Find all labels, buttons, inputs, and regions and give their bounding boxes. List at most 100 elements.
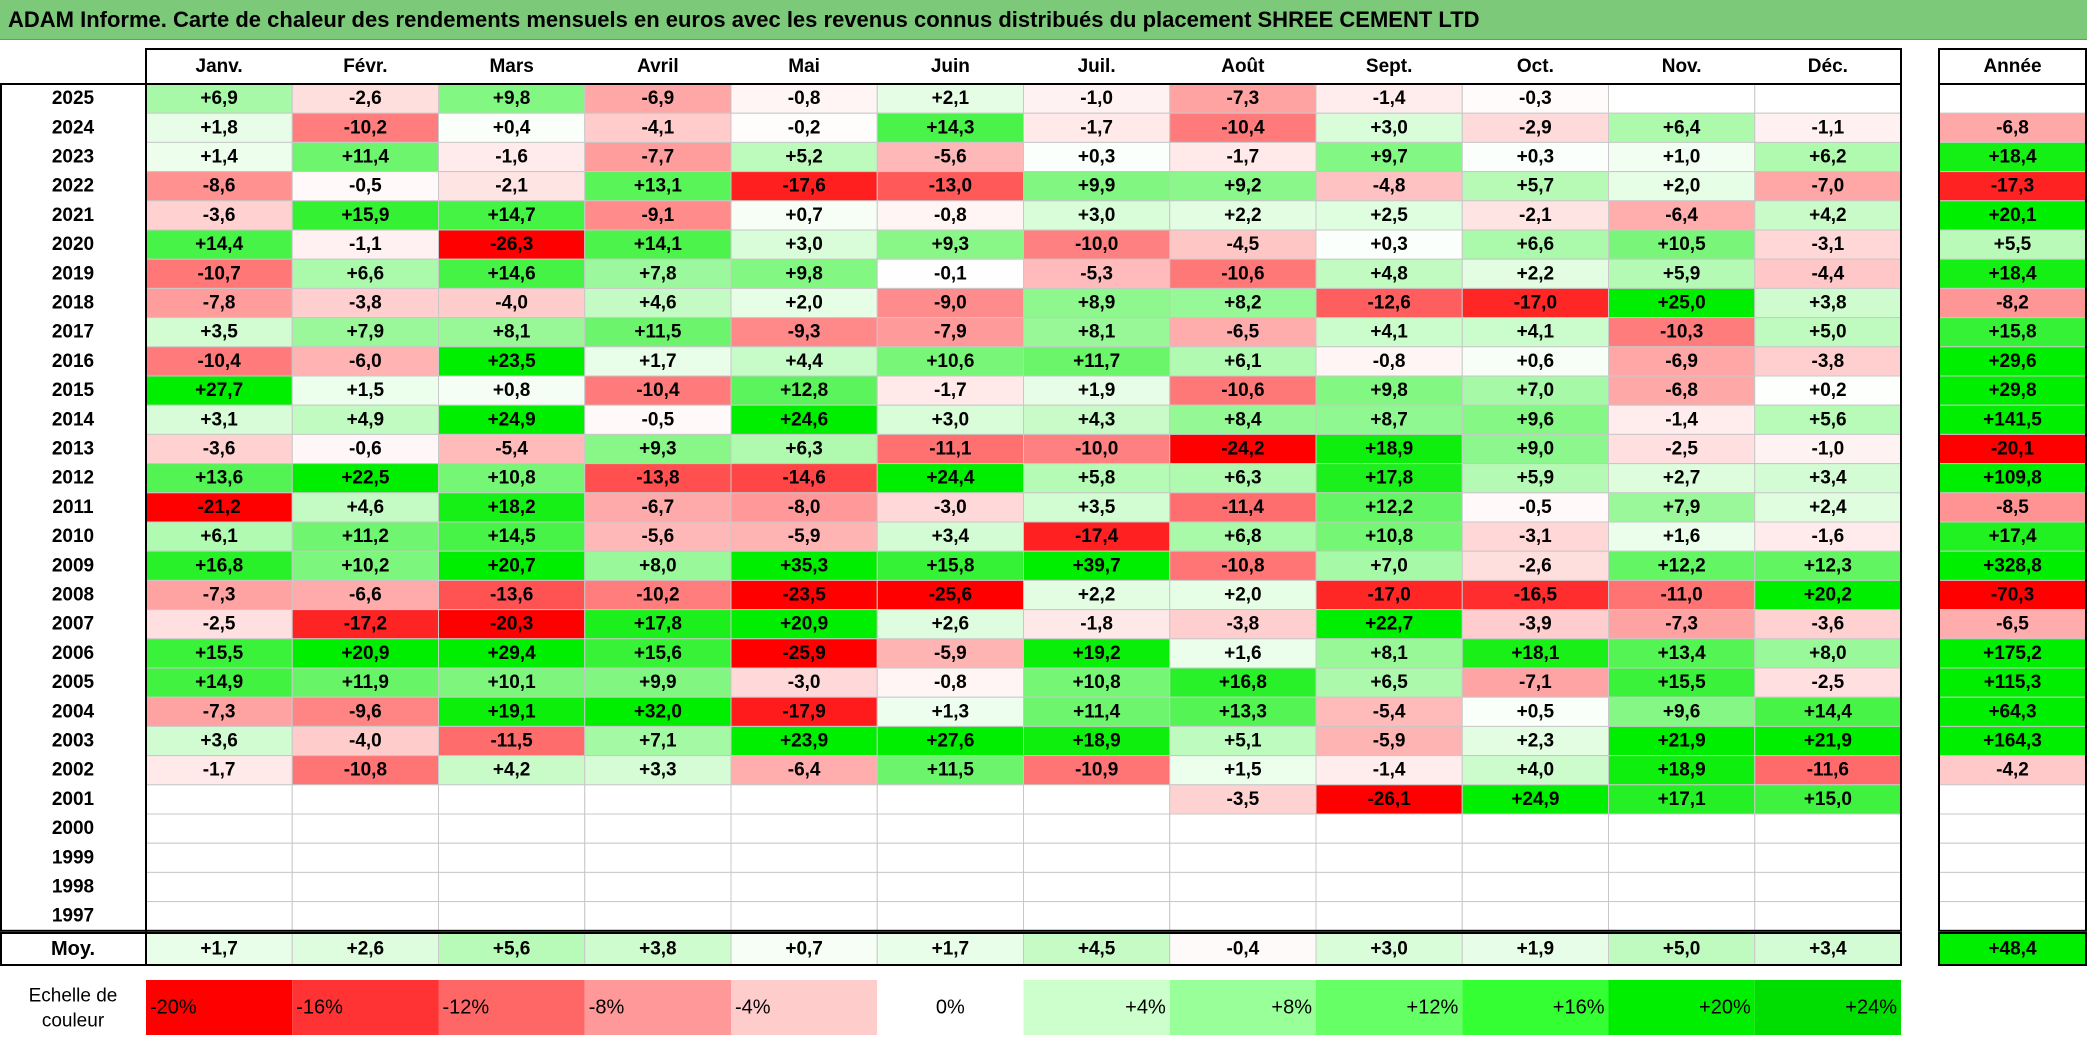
cell-value: +9,3 — [932, 234, 970, 255]
cell-value: -0,8 — [934, 672, 967, 693]
cell-value: -3,0 — [788, 672, 821, 693]
cell-value: -8,0 — [788, 497, 821, 518]
scale-swatch — [438, 980, 585, 1035]
cell-value: -3,8 — [1812, 351, 1845, 372]
cell-value: +6,1 — [1224, 351, 1262, 372]
month-header-1: Févr. — [343, 56, 387, 77]
cell-value: +15,9 — [341, 205, 389, 226]
heatmap-cell — [1461, 579, 1609, 611]
cell-value: +7,8 — [639, 263, 677, 284]
heatmap-cell — [291, 404, 439, 435]
cell-value: +25,0 — [1658, 293, 1706, 314]
scale-label: 0% — [936, 997, 965, 1019]
annual-cell — [1938, 521, 2087, 552]
heatmap-cell — [584, 229, 732, 260]
cell-value: +17,8 — [1365, 468, 1413, 489]
annual-value: +141,5 — [1983, 409, 2042, 430]
cell-value: -4,1 — [642, 117, 675, 138]
heatmap-cell — [1315, 871, 1463, 903]
heatmap-cell — [876, 141, 1024, 173]
heatmap-cell — [1315, 200, 1463, 231]
cell-value: -8,6 — [203, 176, 236, 197]
cell-value: +1,5 — [347, 380, 385, 401]
cell-value: +9,8 — [785, 263, 823, 284]
annual-cell — [1938, 755, 2087, 786]
year-label-2002: 2002 — [52, 760, 94, 781]
cell-value: -1,4 — [1373, 88, 1406, 109]
average-value: +3,4 — [1809, 939, 1847, 960]
heatmap-cell — [1608, 404, 1756, 435]
cell-value: -10,6 — [1221, 263, 1264, 284]
year-label-2016: 2016 — [52, 351, 94, 372]
cell-value: +11,4 — [342, 147, 389, 168]
heatmap-cell — [1461, 871, 1609, 903]
heatmap-cell — [1754, 784, 1902, 815]
cell-value: -1,7 — [934, 380, 967, 401]
cell-value: +32,0 — [634, 701, 682, 722]
annual-value: +109,8 — [1983, 468, 2042, 489]
heatmap-cell — [438, 112, 586, 143]
cell-value: +3,0 — [1078, 205, 1116, 226]
year-label-1998: 1998 — [52, 877, 94, 898]
cell-value: -4,0 — [495, 293, 528, 314]
average-annual-value: +48,4 — [1988, 939, 2037, 960]
annual-cell — [1938, 609, 2087, 640]
cell-value: +6,8 — [1224, 526, 1262, 547]
heatmap-cell — [730, 258, 878, 289]
heatmap-cell — [1169, 346, 1317, 377]
heatmap-cell — [438, 258, 586, 289]
annual-value: +20,1 — [1988, 205, 2037, 226]
average-value: +3,8 — [639, 939, 677, 960]
heatmap-cell — [1169, 463, 1317, 494]
heatmap-cell — [145, 901, 293, 932]
cell-value: -25,9 — [782, 643, 825, 664]
year-label-2008: 2008 — [52, 585, 94, 606]
heatmap-cell — [1461, 901, 1609, 932]
heatmap-cell — [1608, 83, 1756, 114]
annual-header-cell — [1938, 48, 2087, 85]
heatmap-cell — [438, 492, 586, 523]
cell-value: +2,3 — [1517, 731, 1555, 752]
cell-value: +3,0 — [932, 409, 970, 430]
cell-value: +16,8 — [1219, 672, 1267, 693]
cell-value: -3,6 — [203, 439, 236, 460]
cell-value: +13,6 — [195, 468, 243, 489]
year-label-2009: 2009 — [52, 555, 94, 576]
cell-value: +6,4 — [1663, 117, 1701, 138]
cell-value: +9,8 — [1370, 380, 1408, 401]
cell-value: +2,7 — [1663, 468, 1701, 489]
heatmap-cell — [1169, 784, 1317, 815]
annual-cell — [1938, 696, 2087, 727]
cell-value: +23,5 — [488, 351, 537, 372]
heatmap-cell — [1023, 813, 1171, 844]
scale-swatch — [877, 980, 1024, 1035]
cell-value: -17,0 — [1514, 293, 1557, 314]
average-value: +5,0 — [1663, 939, 1701, 960]
annual-value: -20,1 — [1991, 439, 2035, 460]
heatmap-cell — [1461, 550, 1609, 581]
cell-value: -0,5 — [642, 409, 675, 430]
heatmap-cell — [291, 317, 439, 348]
heatmap-cell — [438, 550, 586, 581]
annual-value: +328,8 — [1983, 555, 2042, 576]
average-cell — [1754, 932, 1902, 966]
heatmap-cell — [1315, 638, 1463, 669]
cell-value: +11,7 — [1073, 351, 1120, 372]
cell-value: +6,3 — [785, 439, 823, 460]
average-cell — [1315, 932, 1463, 966]
heatmap-cell — [1754, 171, 1902, 202]
cell-value: +9,0 — [1517, 439, 1555, 460]
heatmap-cell — [1608, 229, 1756, 260]
month-header-8: Sept. — [1366, 56, 1412, 77]
annual-value: -70,3 — [1991, 585, 2034, 606]
cell-value: -10,2 — [344, 117, 387, 138]
heatmap-cell — [1754, 579, 1902, 611]
heatmap-cell — [1608, 784, 1756, 815]
cell-value: +0,7 — [785, 205, 823, 226]
month-header-7: Août — [1221, 56, 1265, 77]
cell-value: +10,1 — [488, 672, 537, 693]
heatmap-cell — [145, 433, 293, 465]
heatmap-cell — [584, 901, 732, 932]
cell-value: -17,9 — [782, 701, 825, 722]
scale-label: +20% — [1699, 997, 1751, 1019]
